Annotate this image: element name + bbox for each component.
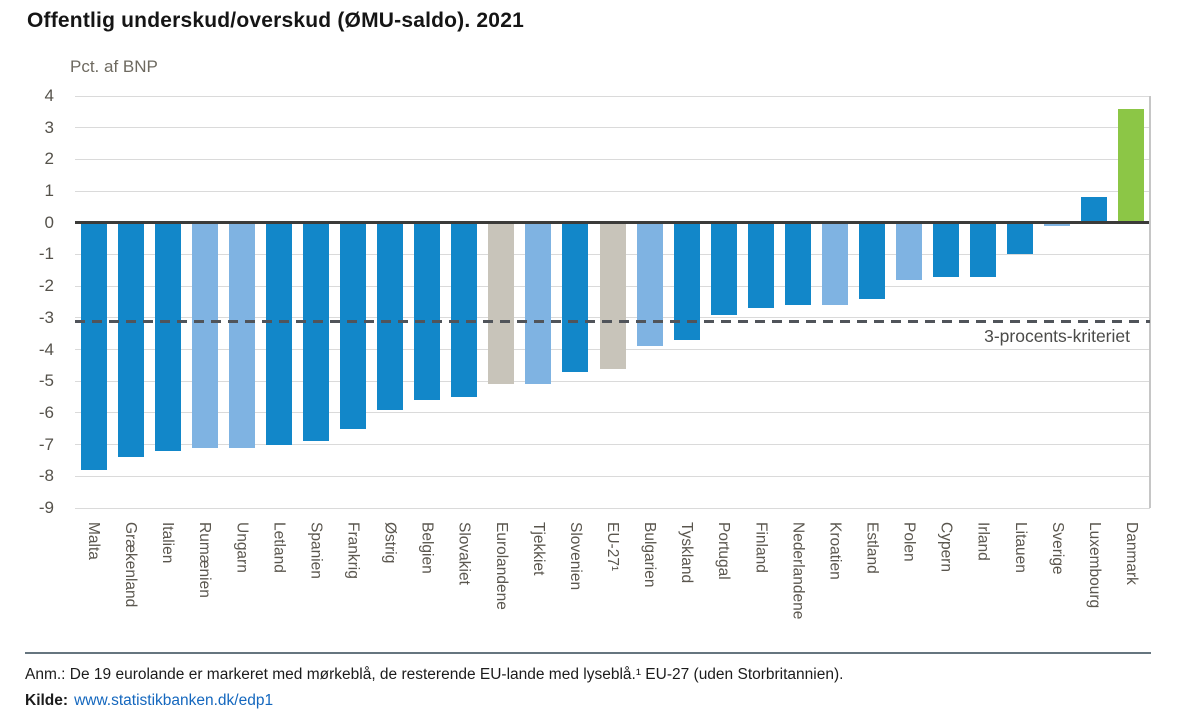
bar-cypern xyxy=(933,222,960,277)
x-axis-label-tyskland: Tyskland xyxy=(678,522,696,584)
y-tick-label--5: -5 xyxy=(38,371,54,391)
x-axis-label-frankrig: Frankrig xyxy=(344,522,362,579)
x-axis-label-spanien: Spanien xyxy=(307,522,325,579)
x-axis-label-eu-27-: EU-27¹ xyxy=(604,522,621,572)
chart-title: Offentlig underskud/overskud (ØMU-saldo)… xyxy=(27,9,524,32)
y-tick-label--2: -2 xyxy=(38,276,54,296)
bar-eurolandene xyxy=(488,222,515,385)
x-axis-label-bulgarien: Bulgarien xyxy=(641,522,659,588)
y-tick-label-2: 2 xyxy=(44,149,54,169)
source-line: Kilde: www.statistikbanken.dk/edp1 xyxy=(25,692,273,710)
x-axis-label-portugal: Portugal xyxy=(715,522,733,580)
x-axis-label-letland: Letland xyxy=(270,522,288,573)
bar-ungarn xyxy=(228,222,255,448)
source-link[interactable]: www.statistikbanken.dk/edp1 xyxy=(74,692,274,709)
x-axis-label-polen: Polen xyxy=(900,522,918,562)
x-axis-label-tjekkiet: Tjekkiet xyxy=(529,522,547,576)
bar-frankrig xyxy=(340,222,367,429)
x-axis-label-litauen: Litauen xyxy=(1011,522,1029,573)
y-tick-label--4: -4 xyxy=(38,339,54,359)
bar-luxembourg xyxy=(1081,197,1108,223)
bar-italien xyxy=(154,222,181,451)
bar-irland xyxy=(970,222,997,277)
footer-divider xyxy=(25,652,1151,654)
gridline-y-3 xyxy=(75,127,1150,129)
gridline-y--7 xyxy=(75,444,1150,446)
bar-finland xyxy=(747,222,774,309)
source-label: Kilde: xyxy=(25,692,69,709)
x-axis-label-sverige: Sverige xyxy=(1048,522,1066,575)
y-tick-label-4: 4 xyxy=(44,86,54,105)
bar-polen xyxy=(896,222,923,280)
bar-rum-nien xyxy=(191,222,218,448)
y-tick-label-1: 1 xyxy=(44,181,54,201)
bar-gr-kenland xyxy=(117,222,144,458)
bar-letland xyxy=(265,222,292,445)
bar-estland xyxy=(858,222,885,299)
bar-slovakiet xyxy=(451,222,478,398)
bar-portugal xyxy=(710,222,737,315)
zero-axis-line xyxy=(75,221,1150,225)
gridline-y--6 xyxy=(75,412,1150,414)
y-tick-label--3: -3 xyxy=(38,307,54,327)
y-tick-label--9: -9 xyxy=(38,498,54,517)
bar-spanien xyxy=(302,222,329,442)
x-axis-label-malta: Malta xyxy=(85,522,103,560)
x-axis-label-finland: Finland xyxy=(752,522,770,573)
y-tick-label--8: -8 xyxy=(38,466,54,486)
x-axis-label-irland: Irland xyxy=(974,522,992,561)
three-percent-criterion-dashed-line xyxy=(75,319,1150,323)
x-axis-label-danmark: Danmark xyxy=(1122,522,1140,585)
gridline-y--8 xyxy=(75,475,1150,477)
bar-belgien xyxy=(414,222,441,401)
gridline-y-4 xyxy=(75,95,1150,97)
bar-danmark xyxy=(1118,108,1145,223)
bar-bulgarien xyxy=(636,222,663,347)
x-axis-label-kroatien: Kroatien xyxy=(826,522,844,580)
bar-slovenien xyxy=(562,222,589,372)
plot-right-border xyxy=(1149,96,1151,508)
gridline-y-2 xyxy=(75,158,1150,160)
x-axis-label--strig: Østrig xyxy=(381,522,399,564)
bar-malta xyxy=(80,222,107,470)
x-axis-label-ungarn: Ungarn xyxy=(233,522,251,573)
x-axis-label-gr-kenland: Grækenland xyxy=(122,522,140,608)
x-axis-label-slovenien: Slovenien xyxy=(566,522,584,591)
footnote-text: Anm.: De 19 eurolande er markeret med mø… xyxy=(25,666,844,683)
y-tick-label-3: 3 xyxy=(44,117,54,137)
bar-sverige xyxy=(1044,222,1071,226)
x-axis-label-belgien: Belgien xyxy=(418,522,436,574)
y-tick-label--1: -1 xyxy=(38,244,54,264)
bar-kroatien xyxy=(821,222,848,306)
x-axis-label-estland: Estland xyxy=(863,522,881,574)
bar-eu-27- xyxy=(599,222,626,369)
bar-nederlandene xyxy=(784,222,811,306)
y-tick-label--6: -6 xyxy=(38,402,54,422)
bar-tjekkiet xyxy=(525,222,552,385)
x-axis-label-luxembourg: Luxembourg xyxy=(1085,522,1103,609)
gridline-y--5 xyxy=(75,380,1150,382)
gridline-y--9 xyxy=(75,507,1150,509)
gridline-y-1 xyxy=(75,190,1150,192)
x-axis-label-italien: Italien xyxy=(159,522,177,564)
y-tick-label--7: -7 xyxy=(38,434,54,454)
x-axis-label-nederlandene: Nederlandene xyxy=(789,522,807,620)
y-axis-unit-label: Pct. af BNP xyxy=(70,57,158,76)
x-axis-label-cypern: Cypern xyxy=(937,522,955,572)
x-axis-label-eurolandene: Eurolandene xyxy=(492,522,510,610)
x-axis-label-slovakiet: Slovakiet xyxy=(455,522,473,585)
y-tick-label-0: 0 xyxy=(44,212,54,232)
three-percent-criterion-label: 3-procents-kriteriet xyxy=(984,326,1130,346)
bar-litauen xyxy=(1007,222,1034,255)
x-axis-label-rum-nien: Rumænien xyxy=(196,522,214,598)
bar--strig xyxy=(377,222,404,410)
